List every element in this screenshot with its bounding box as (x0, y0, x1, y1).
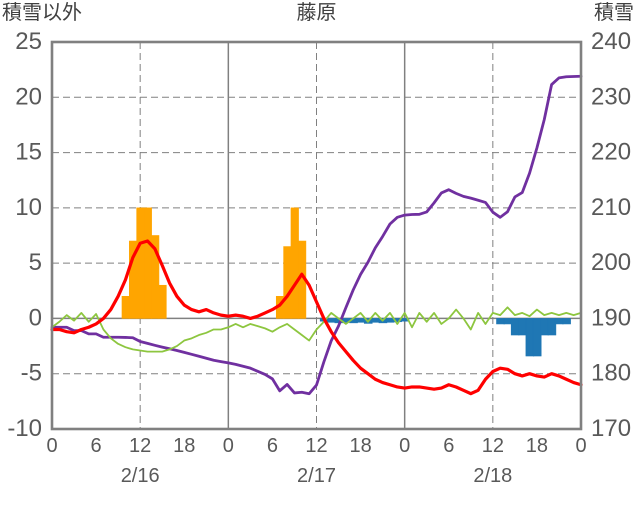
svg-text:藤原: 藤原 (297, 1, 337, 24)
svg-text:220: 220 (591, 139, 631, 166)
svg-text:190: 190 (591, 304, 631, 331)
svg-text:15: 15 (15, 139, 42, 166)
svg-text:2/18: 2/18 (473, 465, 512, 487)
svg-text:5: 5 (29, 249, 42, 276)
svg-text:-5: -5 (21, 360, 42, 387)
svg-text:0: 0 (575, 435, 586, 457)
svg-text:12: 12 (482, 435, 504, 457)
svg-text:0: 0 (399, 435, 410, 457)
svg-text:2/16: 2/16 (121, 465, 160, 487)
svg-text:6: 6 (91, 435, 102, 457)
svg-text:18: 18 (526, 435, 548, 457)
svg-text:2/17: 2/17 (297, 465, 336, 487)
svg-text:積雪以外: 積雪以外 (2, 1, 82, 24)
svg-text:230: 230 (591, 83, 631, 110)
svg-text:18: 18 (349, 435, 371, 457)
svg-text:200: 200 (591, 249, 631, 276)
svg-text:180: 180 (591, 360, 631, 387)
svg-text:240: 240 (591, 28, 631, 55)
svg-text:210: 210 (591, 194, 631, 221)
svg-text:0: 0 (29, 304, 42, 331)
svg-text:積雪: 積雪 (594, 1, 634, 24)
svg-text:-10: -10 (7, 415, 42, 442)
svg-text:12: 12 (129, 435, 151, 457)
svg-text:6: 6 (267, 435, 278, 457)
svg-text:18: 18 (173, 435, 195, 457)
svg-text:25: 25 (15, 28, 42, 55)
svg-text:6: 6 (443, 435, 454, 457)
svg-text:0: 0 (223, 435, 234, 457)
svg-text:0: 0 (46, 435, 57, 457)
svg-text:10: 10 (15, 194, 42, 221)
svg-text:12: 12 (305, 435, 327, 457)
svg-text:170: 170 (591, 415, 631, 442)
svg-text:20: 20 (15, 83, 42, 110)
